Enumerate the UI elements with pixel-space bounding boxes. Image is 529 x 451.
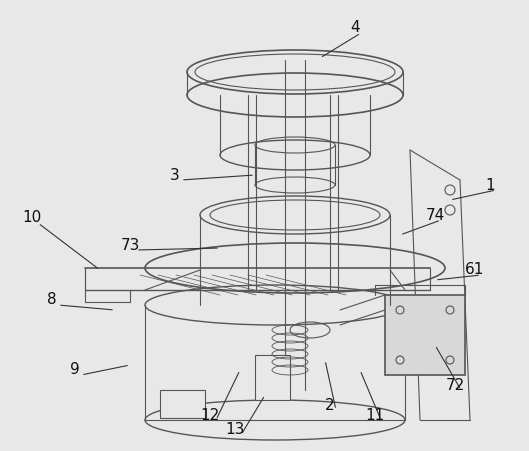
Text: 8: 8 — [47, 293, 57, 308]
Text: 2: 2 — [325, 397, 335, 413]
Text: 10: 10 — [22, 211, 42, 226]
Text: 61: 61 — [466, 262, 485, 277]
Bar — [255, 355, 290, 400]
Text: 13: 13 — [225, 423, 245, 437]
Text: 9: 9 — [70, 363, 80, 377]
Text: 74: 74 — [425, 207, 445, 222]
Text: 12: 12 — [200, 408, 220, 423]
Bar — [385, 295, 465, 375]
Text: 3: 3 — [170, 167, 180, 183]
Text: 4: 4 — [350, 20, 360, 36]
Text: 11: 11 — [366, 408, 385, 423]
Bar — [160, 390, 205, 418]
Text: 72: 72 — [445, 377, 464, 392]
Text: 1: 1 — [485, 178, 495, 193]
Text: 73: 73 — [120, 238, 140, 253]
